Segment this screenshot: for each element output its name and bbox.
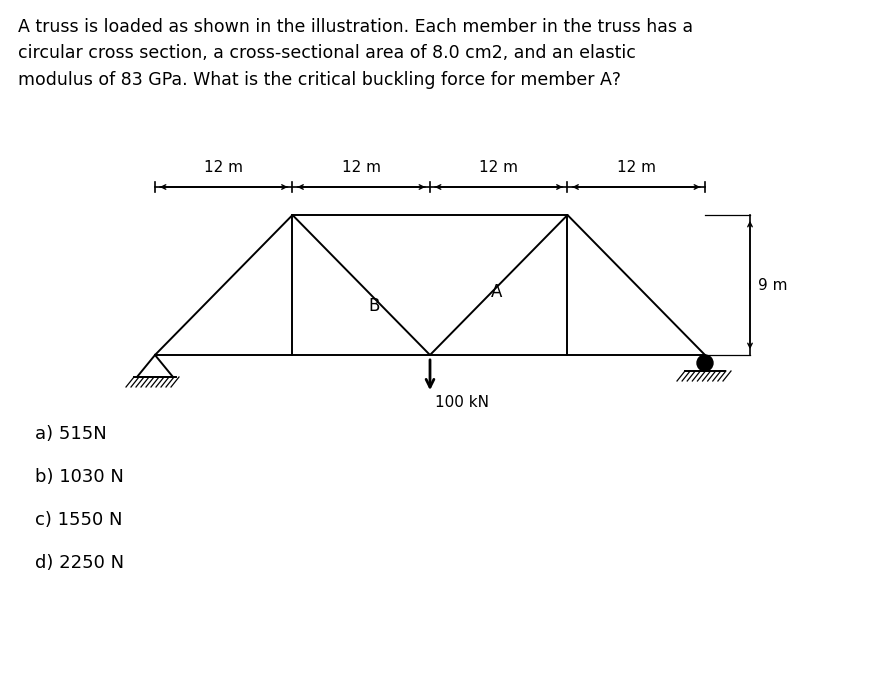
Text: 12 m: 12 m <box>342 160 381 175</box>
Text: 12 m: 12 m <box>479 160 518 175</box>
Circle shape <box>697 355 713 371</box>
Text: A: A <box>491 283 502 301</box>
Text: A truss is loaded as shown in the illustration. Each member in the truss has a
c: A truss is loaded as shown in the illust… <box>18 18 693 89</box>
Text: B: B <box>369 297 379 315</box>
Text: 12 m: 12 m <box>205 160 244 175</box>
Text: c) 1550 N: c) 1550 N <box>35 511 122 529</box>
Text: b) 1030 N: b) 1030 N <box>35 468 124 486</box>
Text: 9 m: 9 m <box>758 278 788 293</box>
Text: d) 2250 N: d) 2250 N <box>35 554 124 572</box>
Text: a) 515N: a) 515N <box>35 425 106 443</box>
Text: 100 kN: 100 kN <box>435 395 489 410</box>
Text: 12 m: 12 m <box>617 160 656 175</box>
